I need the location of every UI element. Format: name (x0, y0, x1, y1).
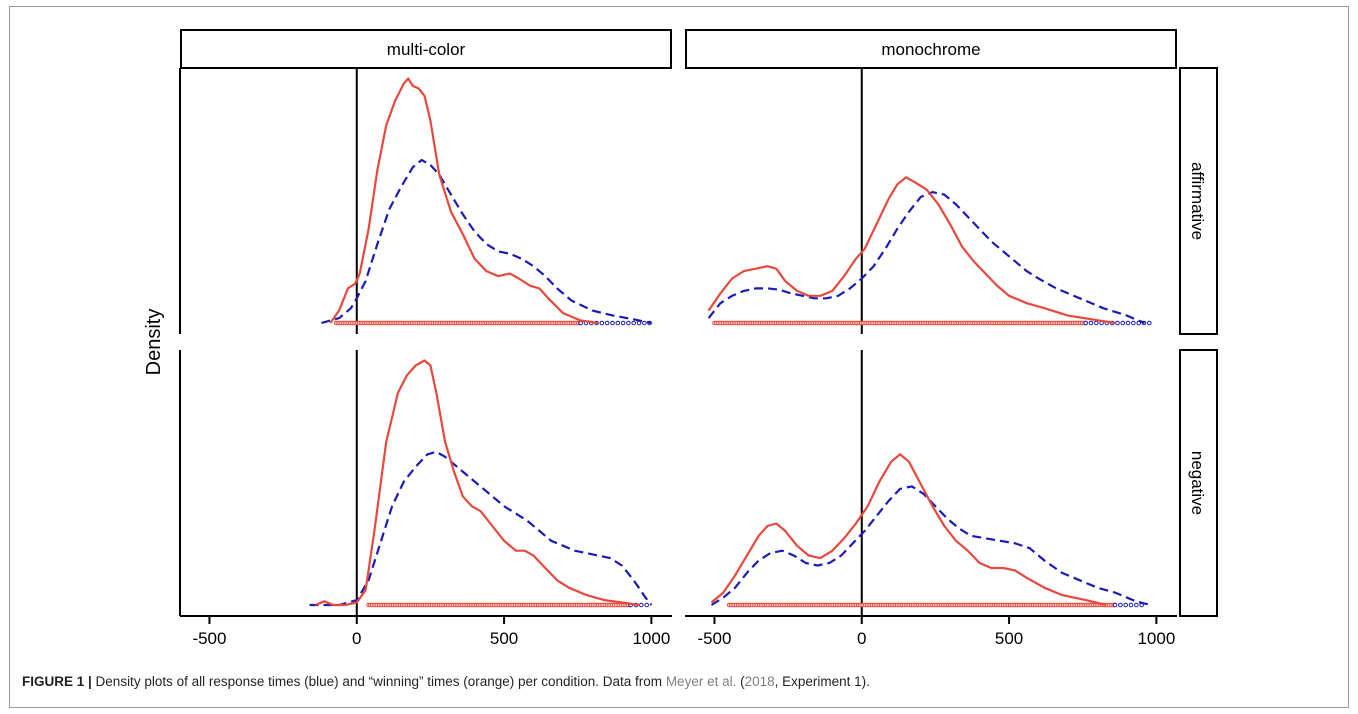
rug-point-response (1112, 602, 1118, 608)
rug-point-response (599, 320, 605, 326)
rug-point-response (1128, 602, 1134, 608)
rug-point-response (615, 320, 621, 326)
caption-text-2: ( (736, 674, 745, 689)
rug-point-response (1134, 602, 1139, 608)
x-tick-label: 0 (857, 629, 866, 648)
rug-point-response (1125, 320, 1131, 326)
density-curve-response-2 (707, 191, 1146, 325)
rug-point-response (1147, 320, 1152, 326)
density-curve-response-4 (710, 485, 1151, 607)
density-curve-winning-4 (710, 453, 1107, 607)
rug-point-response (1115, 320, 1120, 326)
reference-link-year[interactable]: 2018 (744, 674, 775, 689)
reference-link-authors[interactable]: Meyer et al. (665, 674, 737, 689)
density-curve-response-3 (309, 450, 653, 607)
density-curve-winning-2 (707, 176, 1116, 325)
x-tick-label: 500 (995, 629, 1023, 648)
caption-text-3: , Experiment 1). (774, 674, 870, 689)
facet-row-label-1: affirmative (1188, 162, 1207, 240)
rug-point-response (620, 320, 626, 326)
facet-strip-row-2 (1179, 349, 1218, 617)
figure-label: FIGURE 1 | (22, 674, 92, 689)
facet-strip-col-1 (180, 29, 672, 69)
facet-col-label-2: monochrome (881, 40, 980, 59)
x-tick-label: -500 (192, 629, 226, 648)
x-tick-label: 0 (352, 629, 361, 648)
x-tick-label: -500 (697, 629, 731, 648)
x-tick-label: 500 (490, 629, 518, 648)
facet-col-label-1: multi-color (387, 40, 466, 59)
x-tick-label: 1000 (632, 629, 670, 648)
rug-point-response (642, 320, 647, 326)
figure-caption: FIGURE 1 | Density plots of all response… (22, 674, 1342, 689)
rug-point-response (1118, 602, 1123, 608)
density-curve-winning-1 (329, 77, 599, 325)
density-chart: multi-color monochrome affirmative negat… (143, 29, 1218, 648)
rug-point-response (610, 320, 615, 326)
rug-point-response (604, 320, 610, 326)
rug-point-response (1093, 320, 1099, 326)
caption-text-1: Density plots of all response times (blu… (91, 674, 666, 689)
panels-layer (309, 68, 1152, 616)
y-axis-title: Density (143, 309, 165, 376)
density-curve-response-1 (321, 158, 652, 325)
rug-point-response (1083, 320, 1088, 326)
figure-frame (9, 6, 1349, 708)
rug-point-response (1120, 320, 1126, 326)
rug-point-response (644, 602, 649, 608)
x-ticks-layer: -500 0 500 1000 -500 0 500 1000 (192, 616, 1175, 648)
x-tick-label: 1000 (1137, 629, 1175, 648)
facet-strip-col-2 (685, 29, 1177, 69)
rug-point-response (1123, 602, 1129, 608)
facet-row-label-2: negative (1188, 451, 1207, 515)
rug-point-response (631, 320, 637, 326)
rug-point-response (626, 320, 631, 326)
rug-point-response (1088, 320, 1094, 326)
density-curve-winning-3 (315, 359, 640, 607)
rug-point-response (1131, 320, 1136, 326)
rug-point-response (639, 602, 644, 608)
facet-strip-row-1 (1179, 67, 1218, 335)
